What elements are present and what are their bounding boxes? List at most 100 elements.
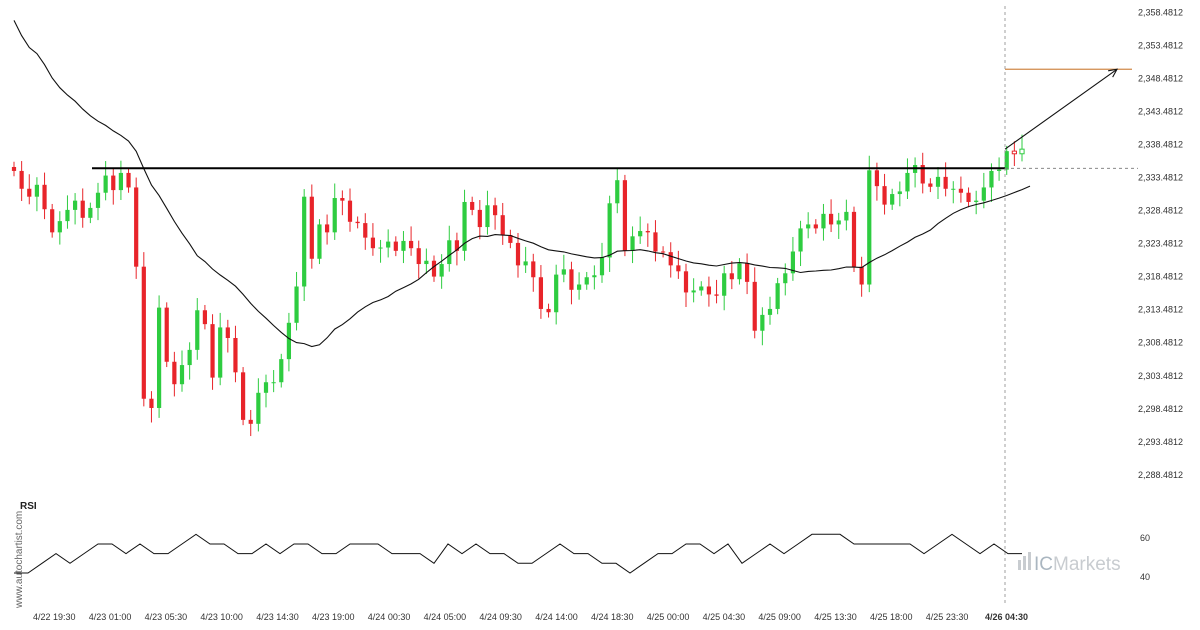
candle — [798, 220, 803, 267]
y-tick-label: 2,323.4812 — [1138, 239, 1183, 249]
y-tick-label: 2,343.4812 — [1138, 107, 1183, 117]
candle — [447, 225, 452, 272]
rsi-panel[interactable]: RSI 60 40 — [14, 501, 1150, 582]
candle — [912, 157, 918, 188]
candle — [569, 261, 574, 305]
candle — [42, 172, 47, 220]
candle — [844, 199, 849, 231]
candle — [989, 163, 994, 202]
candle — [302, 189, 307, 302]
candle — [454, 232, 460, 266]
candle — [492, 197, 498, 230]
candle — [561, 254, 566, 283]
candle — [470, 196, 475, 216]
x-tick-label: 4/23 14:30 — [256, 612, 299, 622]
candle — [294, 271, 299, 331]
candle — [966, 187, 971, 208]
candlestick-series — [11, 134, 1025, 437]
candle — [508, 229, 513, 249]
y-tick-label: 2,313.4812 — [1138, 305, 1183, 315]
candle — [439, 254, 444, 289]
candle — [164, 302, 169, 368]
candle — [790, 236, 796, 281]
y-tick-label: 2,293.4812 — [1138, 437, 1183, 447]
candle — [951, 181, 956, 204]
candle — [630, 226, 635, 264]
candle — [11, 161, 17, 177]
moving-average-line — [13, 20, 1031, 348]
candle — [363, 213, 368, 250]
candle — [683, 263, 689, 307]
x-tick-label: 4/25 00:00 — [647, 612, 690, 622]
candle — [279, 353, 284, 388]
candle — [668, 242, 673, 278]
candle — [1019, 134, 1025, 162]
forecast-arrow — [1004, 68, 1119, 150]
candle — [401, 231, 406, 264]
candle — [676, 250, 681, 279]
candle — [179, 350, 185, 392]
candle — [172, 351, 177, 397]
x-tick-label: 4/23 01:00 — [89, 612, 132, 622]
candle — [233, 325, 238, 383]
candle — [103, 161, 108, 201]
x-tick-label: 4/25 18:00 — [870, 612, 913, 622]
candle — [240, 367, 246, 426]
candle — [1011, 141, 1017, 166]
candle — [118, 160, 124, 200]
candle — [485, 190, 490, 235]
candle — [615, 167, 620, 214]
candle — [859, 256, 864, 297]
candle — [225, 319, 230, 353]
x-tick-label: 4/23 05:30 — [145, 612, 188, 622]
candle — [546, 303, 551, 318]
candle — [645, 223, 650, 247]
candle — [263, 374, 269, 408]
x-tick-label: 4/23 19:00 — [312, 612, 355, 622]
candle — [431, 255, 437, 282]
candle — [256, 378, 261, 432]
candle — [821, 203, 826, 241]
candle — [867, 155, 872, 293]
candle — [538, 265, 544, 319]
candle — [744, 253, 750, 295]
candle — [355, 216, 360, 229]
candle — [218, 312, 223, 386]
candle — [88, 202, 93, 224]
candle — [141, 252, 146, 407]
candle — [286, 312, 292, 372]
candle — [515, 233, 521, 278]
side-watermark-text: www.autochartist.com — [14, 511, 25, 609]
x-tick-label: 4/25 13:30 — [814, 612, 857, 622]
candle — [424, 248, 429, 274]
candle — [897, 181, 902, 207]
candle — [584, 271, 589, 290]
candle — [202, 304, 208, 330]
candle — [317, 219, 322, 265]
price-chart-panel[interactable] — [11, 6, 1138, 605]
candle — [660, 246, 666, 258]
candle — [638, 216, 643, 244]
candle — [34, 177, 40, 212]
candle — [340, 190, 345, 216]
candle — [813, 219, 818, 234]
candle — [905, 158, 910, 200]
y-tick-label: 2,328.4812 — [1138, 206, 1183, 216]
candle — [210, 314, 215, 390]
candle — [928, 178, 933, 193]
candle — [408, 226, 414, 256]
price-y-axis: 2,358.4812 2,353.4812 2,348.4812 2,343.4812… — [1138, 8, 1183, 480]
candle — [599, 242, 605, 283]
candle — [836, 212, 841, 239]
candle — [477, 199, 482, 240]
x-tick-label: 4/25 04:30 — [703, 612, 746, 622]
candle — [890, 188, 895, 210]
y-tick-label: 2,308.4812 — [1138, 338, 1183, 348]
x-tick-label: 4/25 09:00 — [758, 612, 801, 622]
candle — [378, 239, 383, 263]
y-tick-label: 2,338.4812 — [1138, 140, 1183, 150]
candle — [462, 189, 467, 261]
rsi-line — [14, 533, 1022, 574]
candle — [576, 272, 582, 300]
